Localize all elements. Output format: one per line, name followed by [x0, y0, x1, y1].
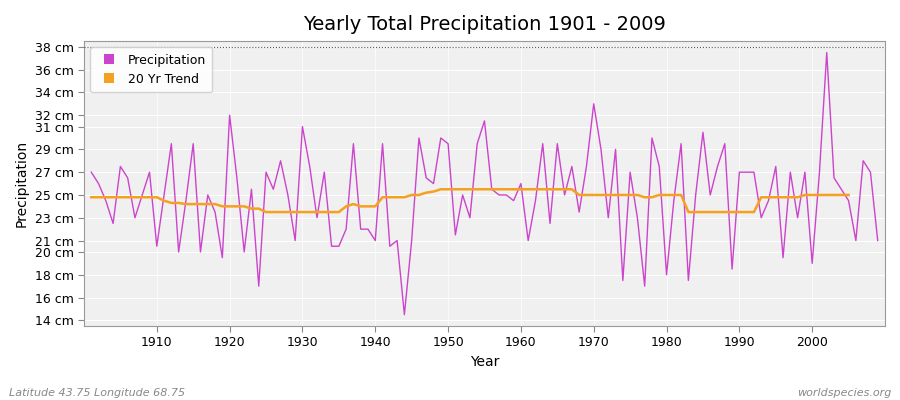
Text: Latitude 43.75 Longitude 68.75: Latitude 43.75 Longitude 68.75	[9, 388, 185, 398]
Title: Yearly Total Precipitation 1901 - 2009: Yearly Total Precipitation 1901 - 2009	[303, 15, 666, 34]
Text: worldspecies.org: worldspecies.org	[796, 388, 891, 398]
Y-axis label: Precipitation: Precipitation	[15, 140, 29, 227]
X-axis label: Year: Year	[470, 355, 500, 369]
Legend: Precipitation, 20 Yr Trend: Precipitation, 20 Yr Trend	[90, 47, 212, 92]
